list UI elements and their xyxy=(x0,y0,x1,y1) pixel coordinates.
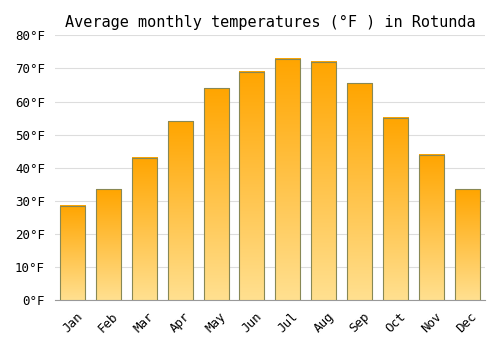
Bar xyxy=(275,58,300,300)
Bar xyxy=(383,118,408,300)
Bar xyxy=(418,154,444,300)
Title: Average monthly temperatures (°F ) in Rotunda: Average monthly temperatures (°F ) in Ro… xyxy=(64,15,475,30)
Bar xyxy=(132,158,157,300)
Bar xyxy=(60,206,85,300)
Bar xyxy=(204,88,229,300)
Bar xyxy=(96,189,121,300)
Bar xyxy=(240,72,264,300)
Bar xyxy=(454,189,479,300)
Bar xyxy=(311,62,336,300)
Bar xyxy=(168,121,193,300)
Bar xyxy=(347,83,372,300)
